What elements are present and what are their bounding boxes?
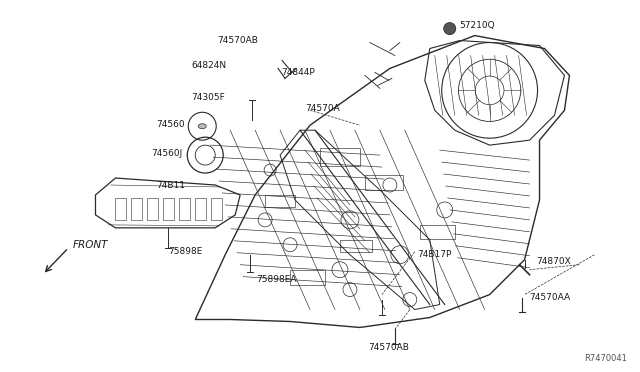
Bar: [265, 195, 295, 207]
Text: 74570AB: 74570AB: [368, 343, 409, 352]
Ellipse shape: [198, 124, 206, 129]
Bar: [340, 240, 372, 252]
Bar: [131, 198, 142, 220]
Text: 74570AB: 74570AB: [217, 36, 258, 45]
Text: 74B17P: 74B17P: [417, 250, 451, 259]
Text: 74560: 74560: [157, 120, 186, 129]
Bar: [147, 198, 158, 220]
Text: R7470041: R7470041: [584, 355, 627, 363]
Text: 57210Q: 57210Q: [460, 21, 495, 30]
Bar: [179, 198, 190, 220]
Text: 74305F: 74305F: [191, 93, 225, 102]
Bar: [115, 198, 127, 220]
Text: 75898EA: 75898EA: [256, 275, 296, 284]
Text: 74844P: 74844P: [281, 68, 315, 77]
Circle shape: [444, 23, 456, 35]
Text: 74570A: 74570A: [305, 104, 340, 113]
Text: 75898E: 75898E: [168, 247, 203, 256]
Text: 64824N: 64824N: [191, 61, 226, 70]
Text: 74B11: 74B11: [156, 180, 186, 189]
Bar: [365, 175, 403, 190]
Bar: [195, 198, 206, 220]
Bar: [320, 148, 360, 166]
Text: 74870X: 74870X: [536, 257, 572, 266]
Bar: [420, 225, 454, 239]
Text: FRONT: FRONT: [72, 240, 108, 250]
Text: 74570AA: 74570AA: [529, 293, 571, 302]
Bar: [211, 198, 222, 220]
Bar: [163, 198, 174, 220]
Text: 74560J: 74560J: [151, 149, 182, 158]
Bar: [290, 270, 325, 285]
